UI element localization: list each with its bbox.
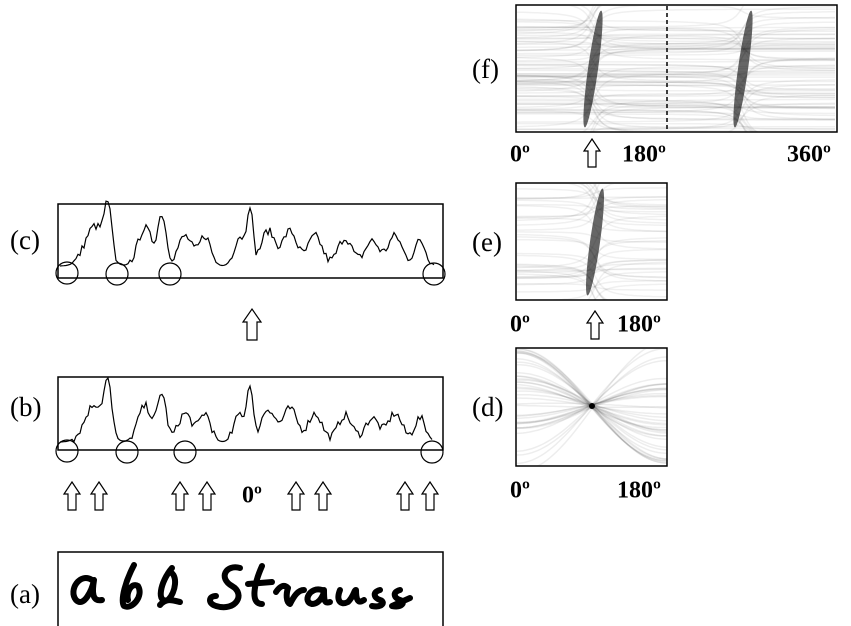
curve	[517, 5, 835, 18]
axis-label: 360º	[787, 142, 831, 168]
arrow	[315, 482, 331, 510]
axis-label: 0º	[510, 312, 530, 338]
arrow	[199, 482, 215, 510]
figure: (f) 0º 180º 360º (e) 0º 180º (d) 0º 180º…	[0, 0, 851, 626]
panel-label: (b)	[10, 392, 41, 422]
panel-label: (f)	[472, 54, 499, 84]
panel-label: (c)	[10, 225, 40, 255]
arrow	[584, 139, 600, 167]
sinogram	[517, 162, 667, 326]
axis-label: 180º	[622, 142, 666, 168]
center	[589, 403, 595, 409]
markers	[56, 262, 445, 285]
panel-label: (e)	[472, 227, 502, 257]
axis-label: 0º	[510, 142, 530, 168]
arrow	[422, 482, 438, 510]
arrow	[64, 482, 80, 510]
axis-label: 0º	[510, 478, 530, 504]
panel-frame	[58, 552, 443, 626]
arrow	[288, 482, 304, 510]
arrow	[172, 482, 188, 510]
profile	[60, 378, 432, 442]
markers	[56, 440, 443, 463]
arrow	[397, 482, 413, 510]
panel-frame	[58, 204, 443, 278]
profile	[60, 201, 434, 266]
axis-label: 180º	[617, 478, 661, 504]
arrow	[243, 309, 261, 340]
panel-label: (a)	[10, 579, 40, 609]
panel-label: (d)	[472, 392, 503, 422]
arrow	[91, 482, 107, 510]
axis-label: 180º	[617, 312, 661, 338]
handwriting	[73, 565, 410, 607]
arrow	[587, 311, 603, 339]
axis-label: 0º	[242, 483, 262, 509]
sinogram	[517, 341, 667, 471]
